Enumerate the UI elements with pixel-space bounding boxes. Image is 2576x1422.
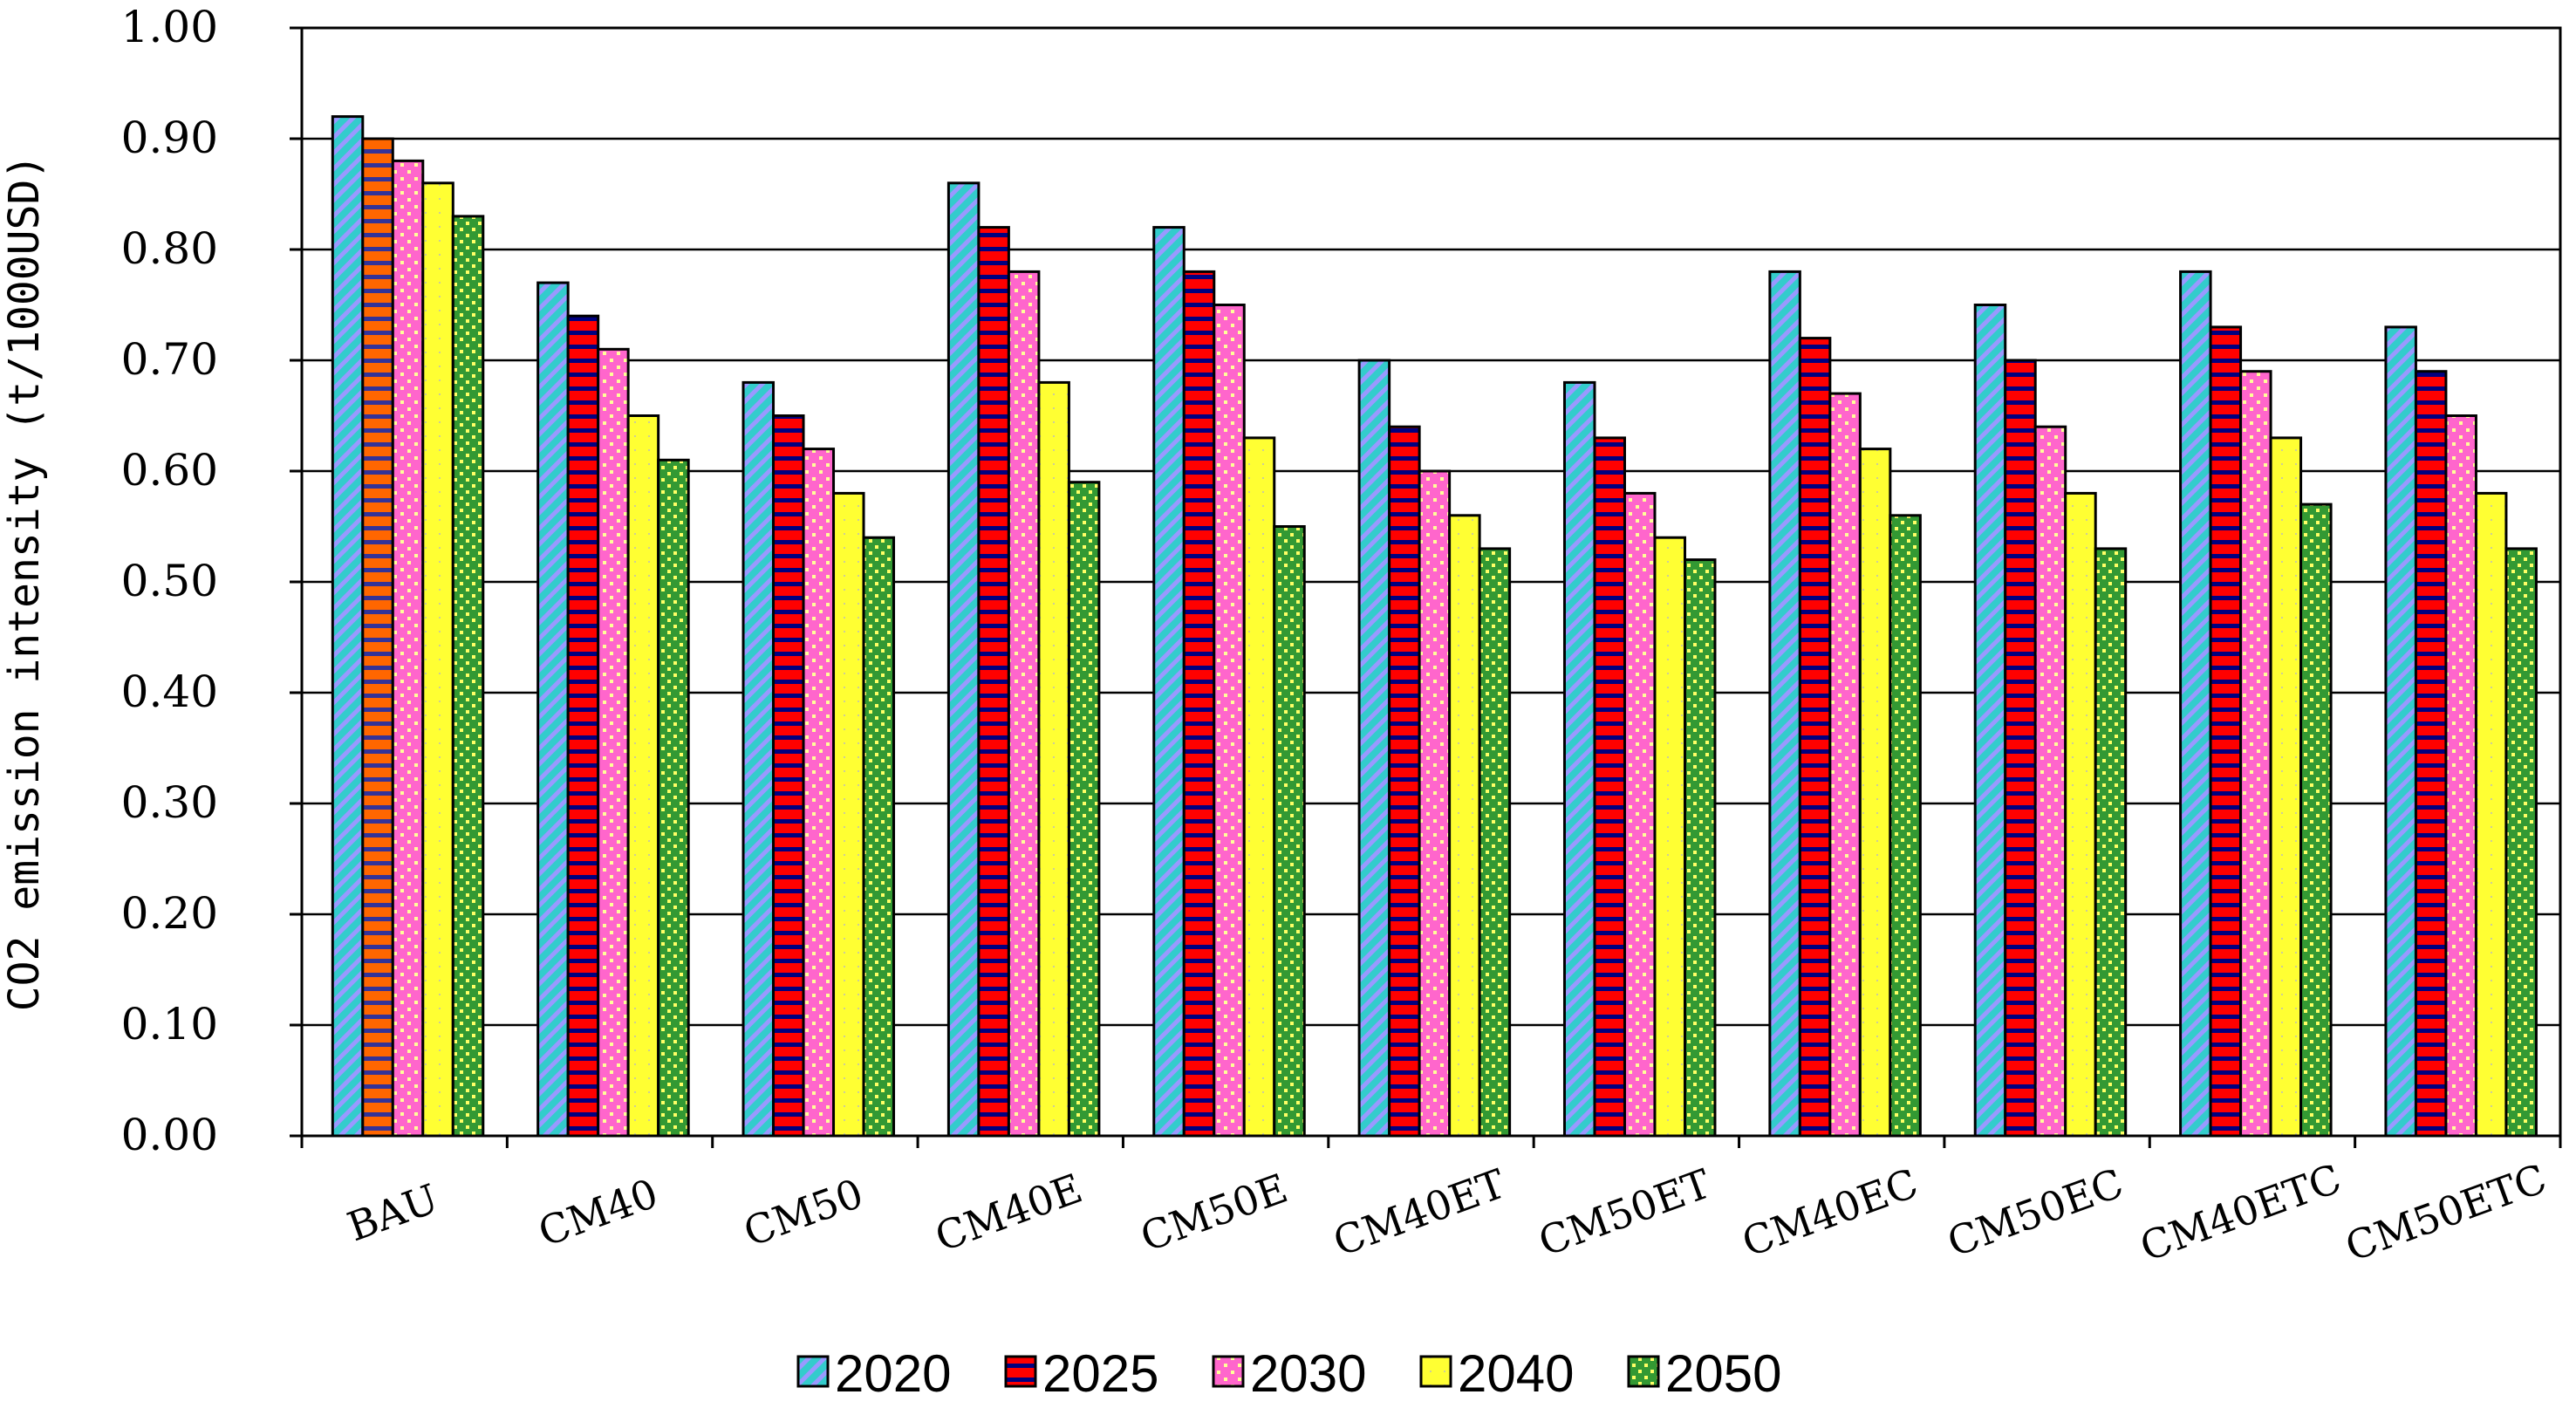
bar-CM40E-2030	[1007, 270, 1041, 1138]
x-tick-labels: BAU CM40 CM50 CM40E CM50E CM40ET CM50ET CM40EC C…	[341, 1155, 2552, 1271]
bar-CM50EC-2030	[2033, 425, 2067, 1138]
x-tick-label: CM50EC	[1941, 1159, 2128, 1266]
legend-swatch	[1419, 1355, 1452, 1388]
bar-CM50E-2025	[1182, 270, 1216, 1138]
legend-label: 2025	[1042, 1344, 1158, 1403]
x-tick-label: CM40EC	[1736, 1159, 1923, 1266]
bar-CM40EC-2030	[1828, 392, 1862, 1138]
bar-BAU-2050	[451, 215, 485, 1138]
bar-CM50EC-2050	[2094, 547, 2128, 1138]
y-tick-label: 1.00	[121, 2, 218, 52]
bar-CM50-2020	[741, 380, 776, 1138]
legend-swatch	[1627, 1355, 1660, 1388]
bar-CM50E-2030	[1213, 304, 1246, 1138]
bar-BAU-2025	[361, 137, 394, 1138]
bar-BAU-2040	[421, 181, 454, 1138]
bar-CM50-2030	[802, 448, 836, 1138]
bar-BAU-2030	[391, 159, 425, 1138]
legend-label: 2040	[1458, 1344, 1574, 1403]
bar-CM50EC-2025	[2004, 359, 2037, 1138]
y-tick-labels: 0.00 0.10 0.20 0.30 0.40 0.50 0.60 0.70 0.80 0.90…	[121, 2, 218, 1160]
bar-CM50E-2050	[1273, 525, 1306, 1138]
bar-CM40-2050	[657, 458, 690, 1138]
x-tick-label: CM40ET	[1327, 1159, 1511, 1265]
legend-item-2040: 2040	[1419, 1344, 1574, 1403]
y-tick-label: 0.00	[121, 1110, 218, 1160]
legend-item-2050: 2050	[1627, 1344, 1781, 1403]
x-tick-label: BAU	[341, 1175, 444, 1251]
bar-CM50ETC-2040	[2474, 491, 2508, 1138]
legend-swatch	[796, 1355, 830, 1388]
bar-CM50EC-2020	[1973, 304, 2007, 1138]
bar-CM40ET-2050	[1478, 547, 1512, 1138]
bar-CM50EC-2040	[2064, 491, 2097, 1138]
bar-CM40EC-2040	[1858, 448, 1892, 1138]
bar-BAU-2020	[331, 115, 365, 1138]
bar-CM50ET-2020	[1562, 380, 1596, 1138]
x-tick-label: CM50E	[1134, 1165, 1293, 1261]
bar-CM50-2025	[772, 414, 805, 1138]
bar-CM50ET-2050	[1683, 558, 1717, 1138]
bar-CM40ET-2030	[1418, 469, 1452, 1138]
y-tick-label: 0.30	[121, 777, 218, 828]
bar-CM40ETC-2050	[2299, 502, 2333, 1138]
y-tick-label: 0.10	[121, 999, 218, 1049]
bar-CM50ETC-2025	[2414, 370, 2448, 1138]
legend-label: 2050	[1665, 1344, 1781, 1403]
bar-CM40-2020	[536, 281, 570, 1138]
bar-CM40EC-2050	[1889, 514, 1922, 1138]
y-axis-label: CO2 emission intensity (t/1000USD)	[0, 154, 49, 1012]
y-tick-label: 0.40	[121, 667, 218, 717]
y-tick-label: 0.90	[121, 113, 218, 163]
x-tick-label: CM40ETC	[2134, 1155, 2347, 1271]
y-tick-label: 0.60	[121, 445, 218, 496]
bar-CM40-2040	[626, 414, 660, 1138]
bar-CM40ET-2020	[1357, 359, 1391, 1138]
bar-CM40ET-2040	[1448, 514, 1481, 1138]
legend-swatch	[1004, 1355, 1037, 1388]
x-tick-label: CM50	[738, 1170, 870, 1256]
bar-CM40-2030	[597, 347, 630, 1138]
bar-CM50E-2040	[1242, 436, 1276, 1138]
bar-CM50ETC-2030	[2444, 414, 2477, 1138]
bar-CM40ETC-2040	[2269, 436, 2303, 1138]
bar-CM40ETC-2025	[2209, 325, 2243, 1138]
bar-CM40EC-2025	[1798, 337, 1832, 1138]
legend-item-2025: 2025	[1004, 1344, 1158, 1403]
bar-CM50ET-2025	[1593, 436, 1626, 1138]
legend-label: 2020	[835, 1344, 951, 1403]
y-tick-label: 0.50	[121, 556, 218, 606]
bar-CM40-2025	[566, 314, 600, 1138]
x-tick-label: CM50ET	[1533, 1159, 1717, 1265]
y-tick-label: 0.20	[121, 888, 218, 939]
bar-CM50-2050	[862, 536, 896, 1138]
bar-CM50E-2020	[1152, 226, 1186, 1138]
bars	[331, 115, 2538, 1138]
bar-CM40EC-2020	[1768, 270, 1801, 1138]
x-tick-label: CM50ETC	[2340, 1155, 2552, 1271]
legend-label: 2030	[1250, 1344, 1366, 1403]
bar-CM40E-2050	[1067, 481, 1101, 1138]
legend-item-2020: 2020	[796, 1344, 951, 1403]
bar-CM50ETC-2050	[2504, 547, 2538, 1138]
bar-CM50ET-2030	[1623, 491, 1657, 1138]
bar-CM40ETC-2020	[2179, 270, 2212, 1138]
bar-CM40ETC-2030	[2239, 370, 2272, 1138]
bar-CM40ET-2025	[1388, 425, 1421, 1138]
y-tick-label: 0.80	[121, 223, 218, 274]
bar-CM40E-2025	[977, 226, 1010, 1138]
bar-CM50ET-2040	[1653, 536, 1686, 1138]
y-tick-label: 0.70	[121, 334, 218, 385]
axes	[290, 26, 2562, 1148]
x-tick-label: CM40E	[929, 1165, 1088, 1261]
bar-CM40E-2040	[1037, 380, 1070, 1138]
bar-CM50ETC-2020	[2384, 325, 2417, 1138]
legend-item-2030: 2030	[1212, 1344, 1366, 1403]
legend-swatch	[1212, 1355, 1245, 1388]
bar-CM50-2040	[832, 491, 865, 1138]
bar-CM40E-2020	[946, 181, 981, 1138]
x-tick-label: CM40	[532, 1170, 664, 1256]
legend: 2020 2025 2030 2040 2050	[796, 1344, 1781, 1403]
